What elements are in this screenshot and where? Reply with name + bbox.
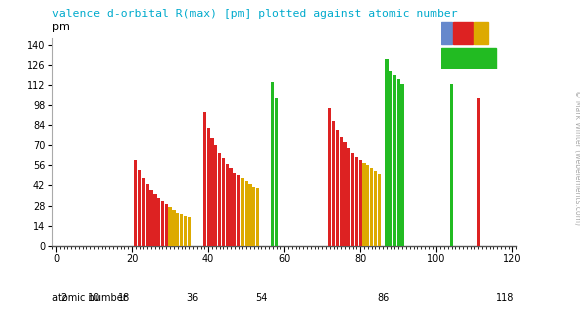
Bar — [218, 152, 221, 246]
Bar — [450, 84, 453, 246]
Bar — [214, 145, 218, 246]
Text: valence d-orbital R(max) [pm] plotted against atomic number: valence d-orbital R(max) [pm] plotted ag… — [52, 9, 458, 20]
Bar — [343, 142, 347, 246]
Bar — [211, 138, 213, 246]
Bar — [233, 173, 237, 246]
Bar — [134, 160, 137, 246]
Bar — [172, 210, 176, 246]
Bar — [176, 213, 179, 246]
Bar — [400, 84, 404, 246]
Bar — [241, 178, 244, 246]
Bar — [385, 59, 389, 246]
Text: atomic number: atomic number — [52, 293, 127, 303]
Text: 54: 54 — [255, 293, 267, 303]
Bar — [358, 160, 362, 246]
Bar — [203, 112, 206, 246]
Bar — [441, 48, 496, 69]
Bar — [340, 137, 343, 246]
Bar — [165, 204, 168, 246]
Bar — [229, 168, 233, 246]
Bar — [441, 22, 452, 44]
Bar — [328, 108, 331, 246]
Bar — [237, 175, 240, 246]
Bar — [271, 82, 274, 246]
Bar — [248, 184, 252, 246]
Text: 86: 86 — [377, 293, 389, 303]
Bar — [150, 190, 153, 246]
Bar — [226, 164, 229, 246]
Bar — [332, 121, 335, 246]
Bar — [474, 22, 488, 44]
Bar — [275, 98, 278, 246]
Bar — [351, 152, 354, 246]
Bar — [453, 22, 473, 44]
Text: 118: 118 — [495, 293, 514, 303]
Bar — [374, 171, 377, 246]
Bar — [477, 98, 480, 246]
Bar — [161, 201, 164, 246]
Bar — [168, 207, 172, 246]
Bar — [397, 79, 400, 246]
Bar — [252, 187, 255, 246]
Bar — [370, 168, 374, 246]
Bar — [336, 129, 339, 246]
Bar — [146, 184, 149, 246]
Bar — [389, 71, 392, 246]
Text: pm: pm — [52, 21, 70, 32]
Bar — [362, 163, 365, 246]
Bar — [347, 148, 350, 246]
Text: 2: 2 — [60, 293, 67, 303]
Bar — [378, 174, 381, 246]
Bar — [206, 128, 210, 246]
Text: 10: 10 — [88, 293, 100, 303]
Bar — [138, 170, 142, 246]
Text: 36: 36 — [187, 293, 199, 303]
Bar — [366, 165, 369, 246]
Bar — [222, 158, 225, 246]
Bar — [153, 194, 157, 246]
Bar — [187, 217, 191, 246]
Bar — [393, 75, 396, 246]
Text: 18: 18 — [118, 293, 130, 303]
Bar — [355, 157, 358, 246]
Bar — [256, 188, 259, 246]
Bar — [157, 198, 160, 246]
Text: © Mark Winter (webelements.com): © Mark Winter (webelements.com) — [572, 90, 580, 225]
Bar — [180, 214, 183, 246]
Bar — [245, 181, 248, 246]
Bar — [142, 178, 145, 246]
Bar — [184, 215, 187, 246]
